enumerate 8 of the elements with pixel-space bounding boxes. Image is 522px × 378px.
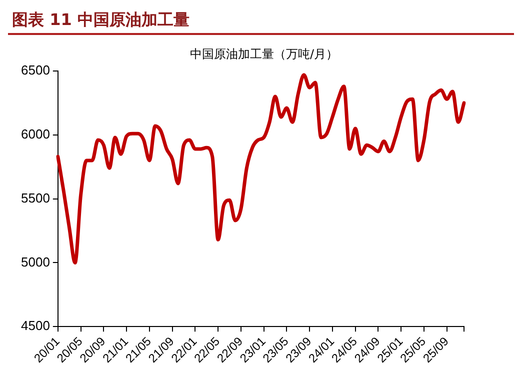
y-tick-label: 4500 [21, 318, 50, 334]
y-tick-label: 6500 [21, 62, 50, 78]
chart-title: 图表 11 中国原油加工量 [8, 8, 514, 35]
y-tick-label: 5500 [21, 190, 50, 206]
line-series [56, 73, 466, 264]
text: 中国原油加工量（万吨/月） [190, 47, 338, 62]
y-tick-label: 6000 [21, 126, 50, 142]
y-tick-label: 5000 [21, 254, 50, 270]
